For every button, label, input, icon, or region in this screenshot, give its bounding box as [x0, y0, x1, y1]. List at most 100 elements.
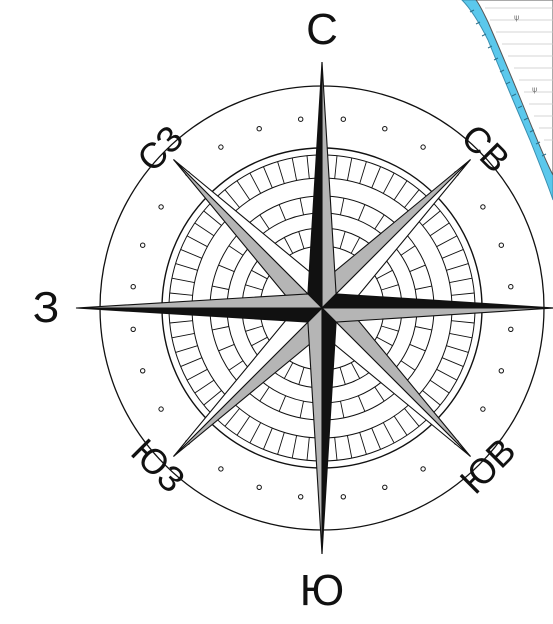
ring-dot	[130, 326, 136, 332]
tick	[218, 343, 235, 352]
tick	[306, 155, 310, 179]
cardinal-point-half	[75, 307, 324, 323]
tick	[224, 189, 240, 208]
tick	[175, 345, 198, 353]
tick	[262, 427, 273, 450]
tick	[376, 336, 393, 347]
ring-dot	[298, 116, 304, 122]
label-west: З	[33, 283, 60, 332]
tick	[441, 248, 464, 259]
label-southeast: ЮВ	[452, 430, 524, 502]
tick	[340, 198, 345, 215]
tick	[212, 326, 229, 331]
ring-dot	[140, 242, 146, 248]
tick	[393, 180, 408, 201]
ring-dot	[420, 144, 426, 150]
tick	[404, 408, 420, 427]
tick	[180, 248, 203, 259]
tick	[262, 166, 273, 189]
tick	[334, 155, 338, 179]
tick	[449, 277, 473, 284]
tick	[409, 343, 426, 352]
tick	[169, 292, 193, 296]
tick	[422, 210, 441, 226]
tick	[350, 237, 361, 254]
tick	[291, 435, 298, 459]
ring-dot	[218, 144, 224, 150]
tick	[339, 231, 346, 249]
tick	[236, 415, 251, 436]
ring-dot	[382, 484, 388, 490]
tick	[251, 336, 268, 347]
tick	[278, 395, 287, 412]
ring-dot	[256, 126, 262, 132]
cardinal-point-half	[321, 61, 337, 310]
tick	[251, 269, 268, 280]
tick	[374, 214, 385, 230]
ring-dot	[130, 284, 136, 290]
tick	[203, 210, 222, 226]
tick	[429, 222, 450, 237]
tick	[429, 379, 450, 394]
label-northeast: СВ	[454, 116, 518, 180]
tick	[245, 325, 263, 332]
tick	[228, 245, 244, 256]
graduation-ticks-outer	[169, 155, 475, 461]
tick	[446, 263, 469, 271]
tick	[371, 166, 382, 189]
tick	[194, 379, 215, 394]
tick	[277, 161, 285, 184]
ring-dot	[480, 406, 486, 412]
compass-star	[75, 61, 553, 555]
tick	[171, 277, 195, 284]
tick	[393, 415, 408, 436]
tick	[228, 360, 244, 371]
tick	[340, 401, 345, 418]
label-south: Ю	[300, 566, 344, 615]
tick	[451, 292, 475, 296]
ring-dot	[340, 116, 346, 122]
tick	[374, 386, 385, 402]
ring-dot	[298, 494, 304, 500]
tick	[277, 432, 285, 455]
ring-dot	[140, 368, 146, 374]
cardinal-point-half	[307, 61, 323, 310]
ring-dot	[340, 494, 346, 500]
ring-dot	[158, 204, 164, 210]
tick	[346, 157, 353, 181]
ring-dot	[382, 126, 388, 132]
tick	[283, 362, 294, 379]
tick	[224, 408, 240, 427]
tick	[400, 360, 416, 371]
tick	[359, 161, 367, 184]
tick	[218, 264, 235, 273]
tick	[186, 235, 208, 248]
tick	[350, 362, 361, 379]
tick	[436, 235, 458, 248]
tick	[357, 395, 366, 412]
cardinal-point-half	[307, 306, 323, 555]
tick	[249, 172, 262, 194]
label-southwest: ЮЗ	[123, 431, 193, 501]
tick	[409, 264, 426, 273]
tick	[169, 320, 193, 324]
ring-dot	[480, 204, 486, 210]
ring-dot	[508, 284, 514, 290]
tick	[449, 332, 473, 339]
ring-dot	[498, 368, 504, 374]
tick	[376, 269, 393, 280]
tick	[299, 198, 304, 215]
tick	[259, 214, 270, 230]
tick	[415, 326, 432, 331]
tick	[194, 222, 215, 237]
cardinal-point-half	[320, 293, 553, 309]
tick	[212, 285, 229, 290]
tick	[299, 401, 304, 418]
tick	[404, 189, 420, 208]
tick	[339, 367, 346, 385]
tick	[298, 367, 305, 385]
tick	[382, 422, 395, 444]
ring-dot	[420, 466, 426, 472]
tick	[359, 432, 367, 455]
